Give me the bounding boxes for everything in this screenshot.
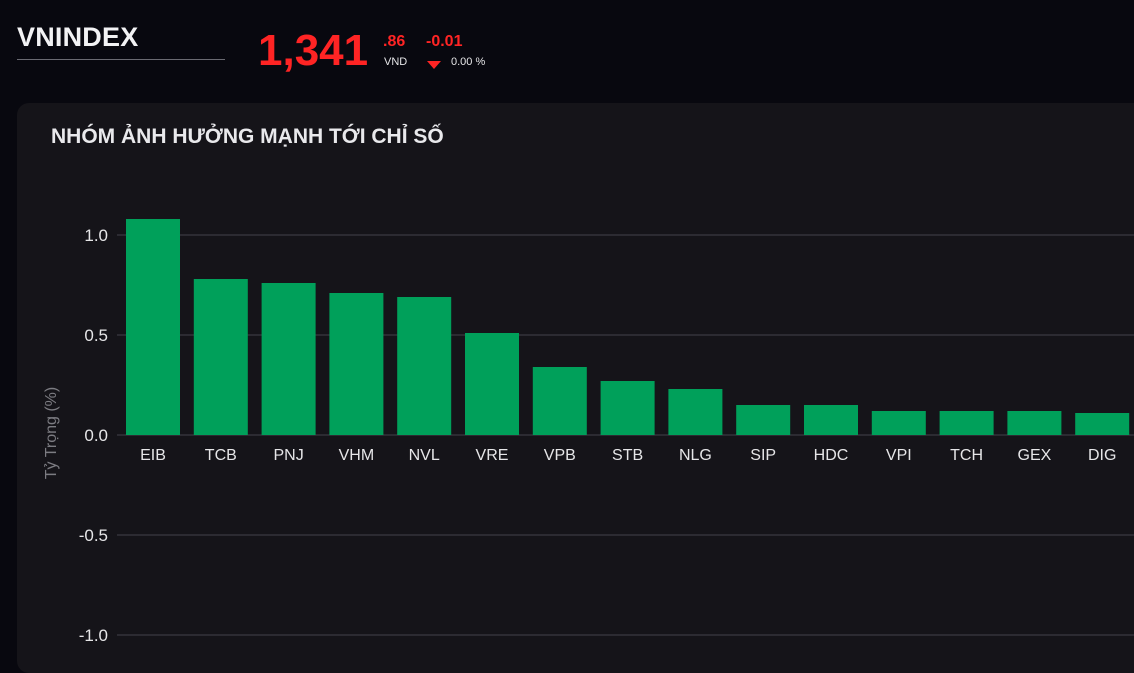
y-axis-ticks: 1.0 0.5 0.0 -0.5 -1.0 bbox=[79, 226, 108, 645]
price-change: -0.01 bbox=[426, 33, 463, 50]
y-axis-label: Tỷ Trọng (%) bbox=[43, 387, 60, 479]
x-tick-label: VPI bbox=[886, 447, 912, 464]
x-tick-label: TCH bbox=[950, 447, 983, 464]
index-header: VNINDEX 1,341 .86 VND -0.01 0.00 % bbox=[0, 0, 1134, 100]
bar-nvl[interactable] bbox=[397, 297, 452, 435]
x-tick-label: HDC bbox=[814, 447, 849, 464]
x-tick-label: NLG bbox=[679, 447, 712, 464]
x-tick-label: PNJ bbox=[273, 447, 303, 464]
bar-gex[interactable] bbox=[1007, 411, 1062, 435]
bar-vpi[interactable] bbox=[871, 411, 926, 435]
x-axis-ticks: EIB TCB PNJ VHM NVL VRE VPB STB NLG SIP HDC VPI TCH G… bbox=[140, 447, 1116, 464]
bar-eib[interactable] bbox=[126, 219, 180, 435]
x-tick-label: STB bbox=[612, 447, 643, 464]
x-tick-label: TCB bbox=[205, 447, 237, 464]
index-price-decimal: .86 bbox=[383, 33, 406, 50]
bar-nlg[interactable] bbox=[668, 389, 723, 435]
y-tick-label: 0.5 bbox=[84, 326, 108, 345]
bar-hdc[interactable] bbox=[804, 405, 858, 435]
down-arrow-icon bbox=[427, 61, 441, 69]
panel-title: NHÓM ẢNH HƯỞNG MẠNH TỚI CHỈ SỐ bbox=[51, 125, 444, 148]
influence-bar-chart: 1.0 0.5 0.0 -0.5 -1.0 EIB TCB PNJ VHM NVL VRE VPB S… bbox=[43, 219, 1134, 645]
index-name[interactable]: VNINDEX bbox=[17, 22, 139, 52]
bar-tch[interactable] bbox=[939, 411, 994, 435]
bar-vre[interactable] bbox=[465, 333, 519, 435]
x-tick-label: NVL bbox=[409, 447, 440, 464]
x-tick-label: GEX bbox=[1018, 447, 1052, 464]
bar-tcb[interactable] bbox=[193, 279, 248, 435]
y-tick-label: -1.0 bbox=[79, 626, 108, 645]
bar-stb[interactable] bbox=[600, 381, 655, 435]
bar-dig[interactable] bbox=[1075, 413, 1130, 435]
x-tick-label: VPB bbox=[544, 447, 576, 464]
y-tick-label: 0.0 bbox=[84, 426, 108, 445]
index-price: 1,341 bbox=[258, 26, 369, 75]
index-name-underline bbox=[17, 59, 225, 60]
x-tick-label: VHM bbox=[339, 447, 375, 464]
influence-panel: NHÓM ẢNH HƯỞNG MẠNH TỚI CHỈ SỐ 1.0 0.5 0.0… bbox=[17, 103, 1134, 673]
y-tick-label: -0.5 bbox=[79, 526, 108, 545]
bar-pnj[interactable] bbox=[261, 283, 316, 435]
chart-bars bbox=[126, 219, 1130, 435]
bar-vhm[interactable] bbox=[329, 293, 384, 435]
x-tick-label: EIB bbox=[140, 447, 166, 464]
bar-sip[interactable] bbox=[736, 405, 791, 435]
x-tick-label: DIG bbox=[1088, 447, 1116, 464]
y-tick-label: 1.0 bbox=[84, 226, 108, 245]
price-unit: VND bbox=[384, 56, 408, 68]
bar-vpb[interactable] bbox=[532, 367, 587, 435]
x-tick-label: VRE bbox=[476, 447, 509, 464]
x-tick-label: SIP bbox=[750, 447, 776, 464]
price-change-percent: 0.00 % bbox=[451, 56, 486, 68]
